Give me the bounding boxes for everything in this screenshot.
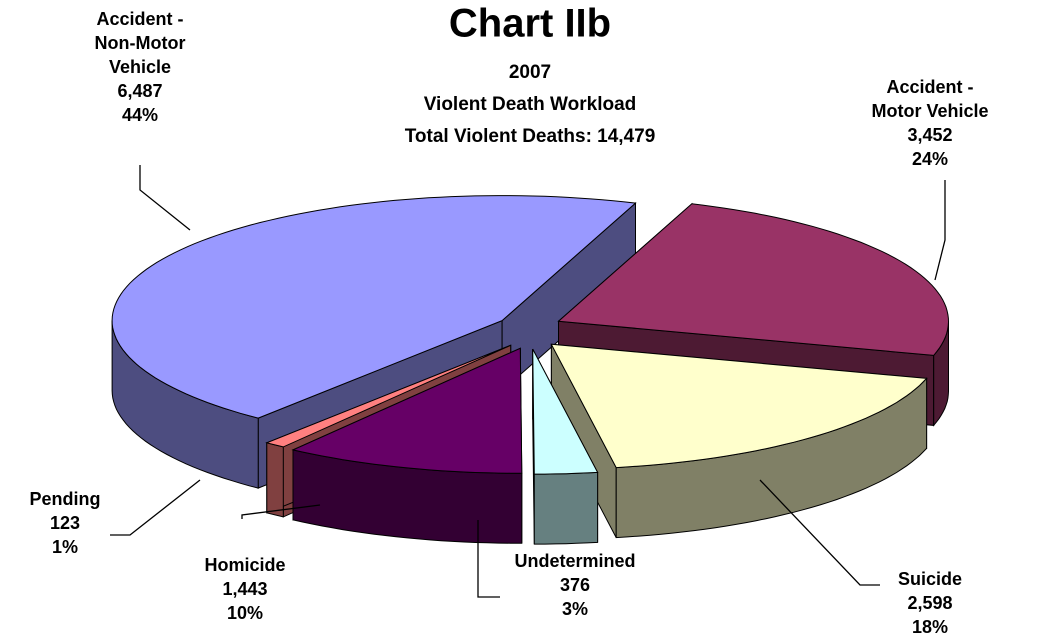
slice xyxy=(265,344,511,448)
slice-label: Non-Motor xyxy=(95,33,186,53)
slice xyxy=(532,348,599,475)
percent-label: 24% xyxy=(912,149,948,169)
percent-label: 1% xyxy=(52,537,78,557)
value-label: 6,487 xyxy=(117,81,162,101)
value-label: 3,452 xyxy=(907,125,952,145)
slice-label: Motor Vehicle xyxy=(871,101,988,121)
leader-line xyxy=(759,479,880,586)
slice-label: Accident - xyxy=(886,77,973,97)
percent-label: 18% xyxy=(912,617,948,637)
slice-wall xyxy=(266,442,284,518)
value-label: 2,598 xyxy=(907,593,952,613)
slice-wall xyxy=(533,471,599,545)
slice xyxy=(291,347,523,474)
slice xyxy=(111,195,637,419)
leader-line xyxy=(934,180,946,281)
value-label: 1,443 xyxy=(222,579,267,599)
value-label: 376 xyxy=(560,575,590,595)
labels: Accident - Motor Vehicle 3,452 24% Suicide 2,… xyxy=(30,9,989,637)
slice xyxy=(550,343,928,469)
leader-line xyxy=(110,479,201,536)
slice-label: Homicide xyxy=(204,555,285,575)
percent-label: 10% xyxy=(227,603,263,623)
slice-label: Undetermined xyxy=(514,551,635,571)
chart-title: Chart IIb xyxy=(449,2,611,46)
pie xyxy=(111,195,950,545)
leader-line xyxy=(241,504,321,519)
value-label: 123 xyxy=(50,513,80,533)
slice xyxy=(557,203,950,356)
leader-line xyxy=(477,520,500,598)
chart-subtitle: 2007 xyxy=(509,62,551,83)
chart-subtitle: Total Violent Deaths: 14,479 xyxy=(405,126,656,147)
leader-line xyxy=(139,165,191,231)
slice-label: Accident - xyxy=(96,9,183,29)
percent-label: 44% xyxy=(122,105,158,125)
slice-label: Suicide xyxy=(898,569,962,589)
percent-label: 3% xyxy=(562,599,588,619)
chart-subtitle: Violent Death Workload xyxy=(424,94,637,115)
slice-label: Vehicle xyxy=(109,57,171,77)
slice-label: Pending xyxy=(30,489,101,509)
